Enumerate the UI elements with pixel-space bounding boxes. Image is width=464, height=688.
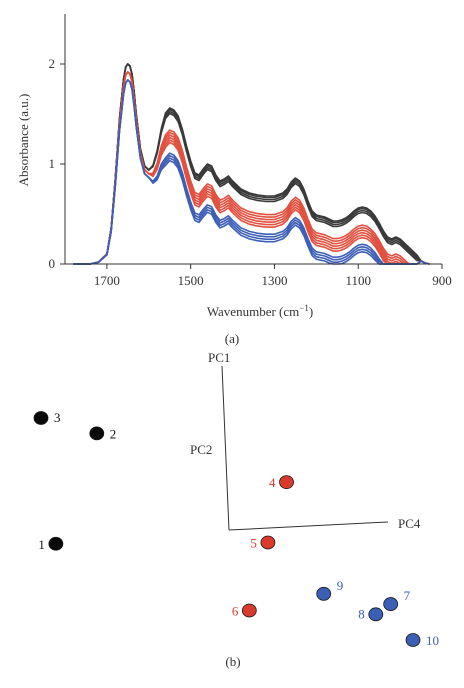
x-tick-label: 900 bbox=[432, 273, 452, 288]
score-point-10 bbox=[405, 633, 421, 647]
score-point-1 bbox=[48, 536, 64, 551]
score-point-3 bbox=[33, 411, 49, 425]
pc1-label: PC1 bbox=[208, 350, 230, 365]
spectrum-line-red bbox=[73, 71, 430, 265]
x-tick-label: 1300 bbox=[261, 273, 287, 288]
score-point-9 bbox=[316, 586, 332, 601]
score-point-5 bbox=[260, 535, 276, 550]
score-points: 1 2 3 4 5 6 7 89 10 bbox=[33, 410, 439, 648]
x-tick-label: 1100 bbox=[345, 273, 371, 288]
spectrum-line-black bbox=[73, 63, 430, 265]
score-point-label: 6 bbox=[232, 603, 239, 618]
score-point-label: 5 bbox=[250, 535, 257, 550]
spectrum-line-blue bbox=[73, 79, 430, 265]
y-tick-label: 0 bbox=[49, 256, 56, 271]
y-axis-label: Absorbance (a.u.) bbox=[16, 94, 31, 187]
score-point-7 bbox=[383, 597, 399, 611]
panel-label-a: (a) bbox=[225, 331, 239, 346]
pc1-axis-line bbox=[221, 365, 230, 531]
score-point-label: 7 bbox=[404, 588, 411, 603]
score-point-label: 8 bbox=[358, 606, 365, 621]
pca-score-plot: PC1 PC2 PC4 1 2 3 4 5 6 7 89 10 (b) bbox=[33, 350, 439, 669]
spectrum-line-red bbox=[73, 71, 430, 265]
score-point-6 bbox=[241, 603, 257, 618]
score-point-4 bbox=[279, 475, 294, 490]
score-point-2 bbox=[89, 426, 105, 441]
pc4-label: PC4 bbox=[398, 516, 421, 531]
spectrum-lines bbox=[73, 63, 430, 265]
x-tick-label: 1700 bbox=[94, 273, 120, 288]
score-point-label: 2 bbox=[110, 426, 117, 441]
absorbance-spectrum-chart: 1700 1500 1300 1100 900 0 1 2 Absorbance (a.u.)… bbox=[16, 14, 452, 346]
x-tick-label: 1500 bbox=[178, 273, 204, 288]
score-point-label: 10 bbox=[426, 633, 439, 648]
score-point-label: 9 bbox=[337, 578, 344, 593]
panel-label-b: (b) bbox=[225, 654, 240, 669]
y-tick-label: 2 bbox=[49, 56, 56, 71]
pc2-label: PC2 bbox=[190, 442, 212, 457]
score-point-8 bbox=[368, 607, 384, 622]
score-point-label: 1 bbox=[38, 537, 45, 552]
score-point-label: 3 bbox=[54, 410, 61, 425]
score-point-label: 4 bbox=[269, 475, 276, 490]
pc4-axis-line bbox=[228, 521, 389, 531]
y-tick-label: 1 bbox=[49, 156, 56, 171]
axis-ticks: 1700 1500 1300 1100 900 0 1 2 bbox=[49, 56, 452, 288]
x-axis-label: Wavenumber (cm−1) bbox=[207, 303, 313, 319]
